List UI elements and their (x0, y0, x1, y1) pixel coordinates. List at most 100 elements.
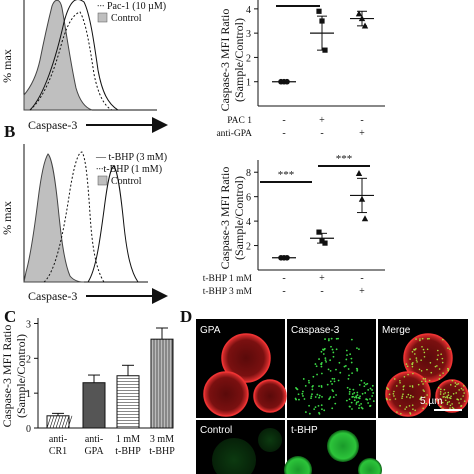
merge-speckle (414, 409, 416, 412)
caspase3-speckle (320, 372, 323, 375)
control-cell (212, 438, 256, 474)
caspase3-speckle (322, 353, 325, 355)
merge-speckle (451, 403, 453, 405)
caspase3-speckle (314, 363, 317, 365)
panel-a-scatter-condition-mark: + (319, 115, 325, 126)
merge-speckle (385, 397, 388, 400)
merge-speckle (462, 389, 464, 391)
merge-speckle (421, 380, 423, 383)
merge-speckle (451, 379, 454, 382)
caspase3-speckle (344, 364, 347, 367)
merge-speckle (420, 359, 422, 362)
panel-b-legend-control: Control (111, 176, 142, 187)
caspase3-speckle (326, 383, 329, 386)
panel-a-legend-pac1-text: Pac-1 (10 µM) (107, 1, 166, 12)
panel-c-ylabel-line2: (Sample/Control) (14, 334, 28, 418)
caspase3-speckle (311, 388, 314, 391)
caspase3-speckle (320, 384, 323, 387)
merge-speckle (399, 379, 401, 382)
merge-speckle (437, 386, 440, 389)
caspase3-speckle (302, 390, 304, 393)
merge-speckle (456, 398, 458, 400)
merge-speckle (417, 383, 420, 386)
merge-speckles (385, 337, 466, 415)
caspase3-speckle (365, 398, 368, 401)
panel-a-legend-control-swatch (97, 12, 108, 23)
merge-speckle (430, 371, 433, 374)
panel-a-scatter-condition-mark: - (282, 115, 285, 126)
caspase3-speckle (324, 357, 327, 360)
panel-c-category-label: GPA (84, 446, 104, 457)
merge-speckle (434, 365, 437, 368)
caspase3-speckle (331, 348, 334, 351)
panel-b-legend-tbhp3-text: t-BHP (3 mM) (109, 152, 168, 163)
panel-c-bar-hatch (49, 415, 55, 429)
caspase3-speckle (315, 365, 318, 368)
panel-c-category-label: 1 mM (116, 434, 140, 445)
merge-speckle (399, 381, 401, 384)
control-label: Control (200, 425, 232, 436)
panel-b-tbhp3-histogram (87, 165, 139, 283)
panel-a-legend-pac1-swatch: ∙∙∙ (97, 1, 107, 12)
merge-speckle (452, 393, 455, 395)
caspase3-speckle (330, 337, 333, 340)
merge-label: Merge (382, 325, 411, 336)
merge-speckle (458, 402, 460, 404)
caspase3-speckle (320, 361, 323, 364)
caspase3-speckle (337, 337, 339, 340)
panel-c-category-label: 3 mM (150, 434, 174, 445)
caspase3-speckle (349, 353, 352, 356)
merge-speckle (442, 338, 444, 341)
merge-speckle (412, 408, 414, 411)
panel-b-histogram: B % max — t-BHP (3 mM) ∙∙∙t-BHP (1 mM) C… (0, 122, 168, 304)
merge-speckle (439, 391, 442, 393)
merge-speckle (412, 372, 414, 375)
merge-speckle (452, 407, 455, 410)
caspase3-speckle (303, 398, 306, 400)
merge-speckle (458, 389, 460, 391)
caspase3-speckle (345, 349, 348, 352)
caspase3-speckle (327, 368, 330, 371)
merge-speckle (421, 345, 423, 348)
panel-d-label: D (180, 307, 192, 326)
merge-speckle (421, 337, 424, 340)
panel-b-scatter-ylabel: Caspase-3 MFI Ratio(Sample/Control) (218, 167, 246, 270)
panel-c-bar-hatch (64, 415, 70, 429)
caspase3-speckle (307, 379, 310, 382)
merge-speckle (409, 385, 411, 387)
merge-speckle (457, 382, 460, 385)
panel-b-scatter-condition-mark: - (320, 286, 323, 297)
merge-speckle (448, 397, 451, 399)
caspase3-speckle (351, 393, 354, 395)
panel-c-ytick-label: 2 (26, 354, 31, 365)
merge-speckle (444, 392, 447, 394)
merge-speckle (413, 348, 415, 351)
panel-c-bar-hatch (61, 415, 67, 429)
merge-speckle (460, 387, 463, 390)
gpa-cells (203, 333, 287, 417)
caspase3-speckle (324, 338, 326, 340)
caspase3-speckle (343, 365, 346, 368)
caspase3-speckle (314, 406, 317, 409)
panel-a-scatter-ytick-label: 1 (246, 78, 251, 89)
caspase3-speckle (295, 386, 297, 389)
caspase3-speckle (352, 388, 355, 391)
merge-speckle (420, 396, 423, 398)
merge-speckle (405, 396, 408, 398)
caspase3-speckle (369, 398, 371, 400)
merge-speckle (422, 407, 424, 410)
merge-speckle (405, 363, 408, 365)
panel-b-tbhp1-histogram (43, 151, 105, 283)
caspase3-speckle (351, 396, 354, 398)
caspase3-speckle (320, 404, 323, 407)
merge-speckle (437, 354, 439, 356)
merge-speckle (416, 361, 418, 363)
caspase3-speckle (350, 361, 353, 364)
caspase3-speckle (335, 394, 338, 396)
merge-speckle (440, 353, 442, 355)
caspase3-speckle (350, 338, 353, 341)
caspase3-speckle (330, 345, 332, 348)
caspase3-speckle (353, 391, 356, 394)
merge-speckle (442, 393, 445, 395)
